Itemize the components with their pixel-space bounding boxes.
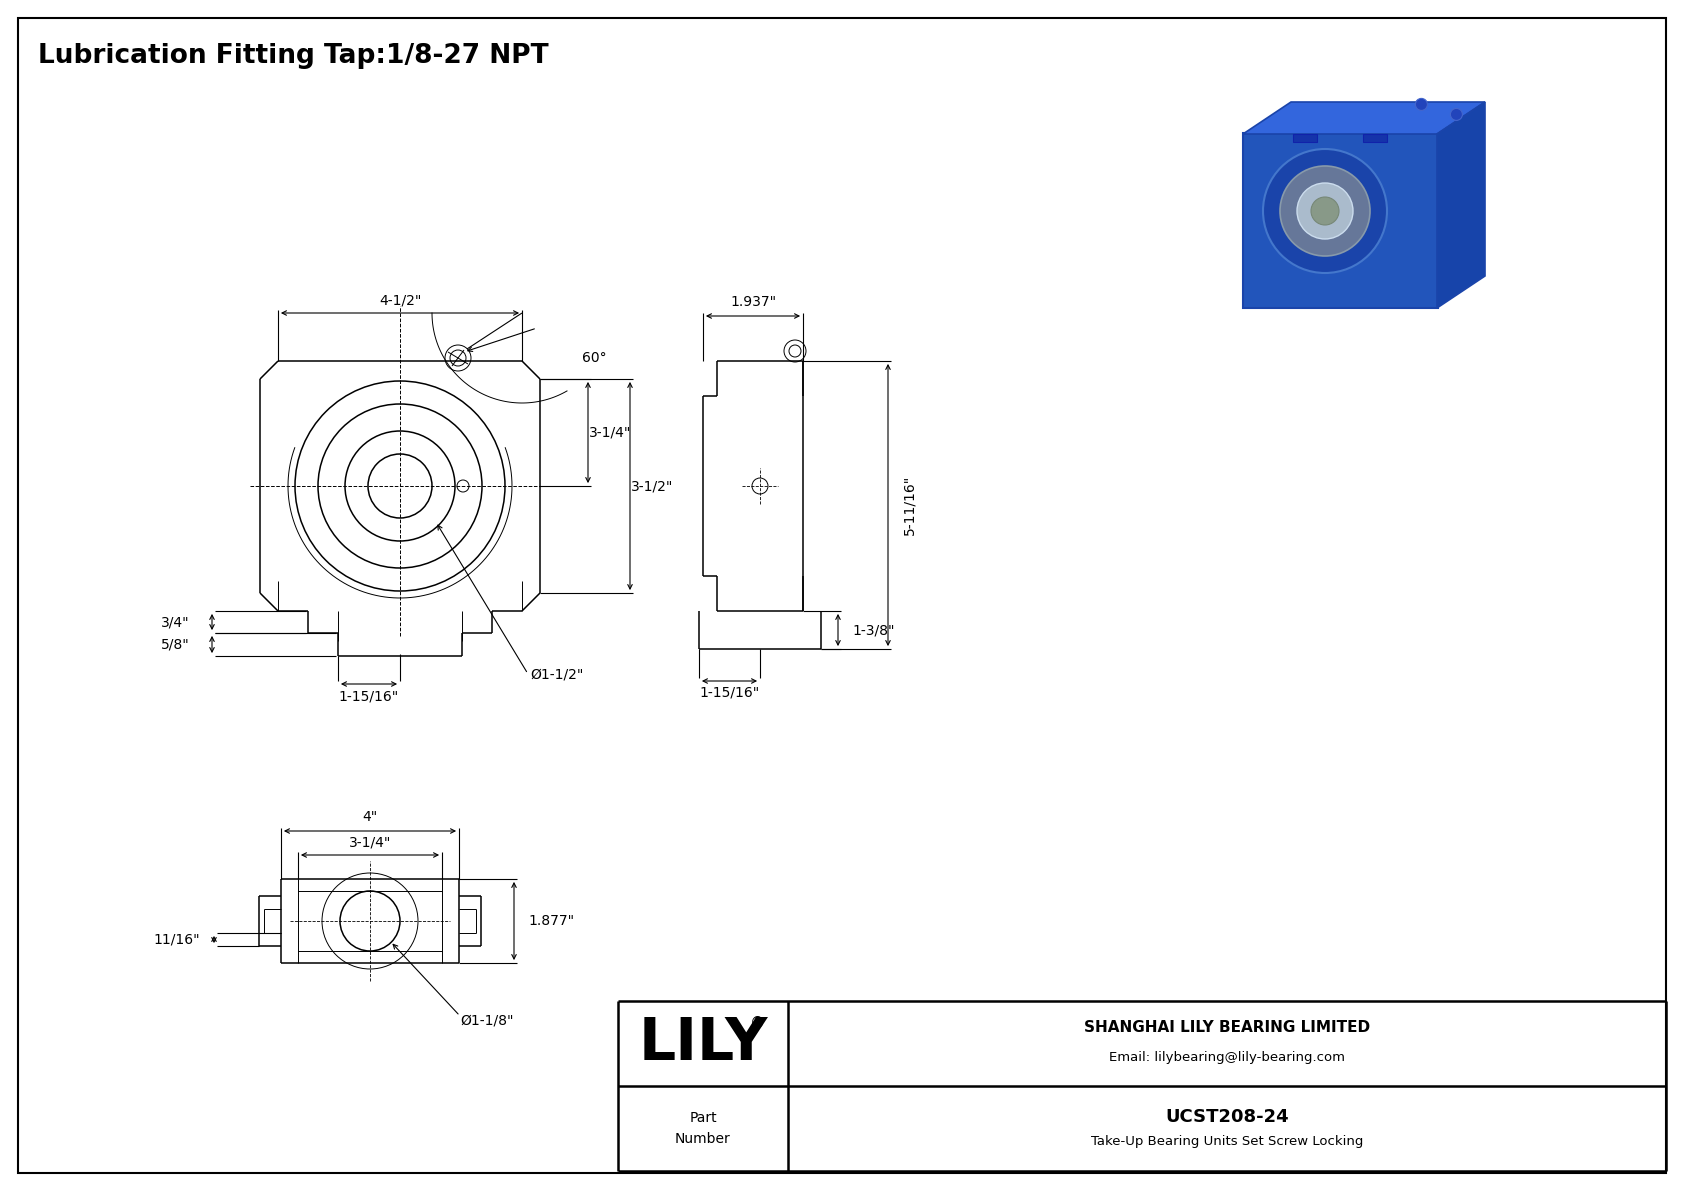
Circle shape bbox=[1312, 197, 1339, 225]
Text: 1-15/16": 1-15/16" bbox=[699, 686, 759, 700]
Text: 5-11/16": 5-11/16" bbox=[903, 475, 916, 535]
Text: Ø1-1/2": Ø1-1/2" bbox=[530, 667, 583, 681]
Bar bbox=[1362, 135, 1388, 142]
Text: 4-1/2": 4-1/2" bbox=[379, 293, 421, 307]
Text: Email: lilybearing@lily-bearing.com: Email: lilybearing@lily-bearing.com bbox=[1110, 1050, 1346, 1064]
Circle shape bbox=[1450, 108, 1462, 120]
Text: Lubrication Fitting Tap:1/8-27 NPT: Lubrication Fitting Tap:1/8-27 NPT bbox=[39, 43, 549, 69]
Text: UCST208-24: UCST208-24 bbox=[1165, 1108, 1288, 1125]
Text: Part
Number: Part Number bbox=[675, 1111, 731, 1146]
Text: 11/16": 11/16" bbox=[153, 933, 200, 947]
FancyBboxPatch shape bbox=[1243, 133, 1438, 308]
Text: 1.937": 1.937" bbox=[729, 295, 776, 308]
Text: 3/4": 3/4" bbox=[162, 615, 190, 629]
Text: Take-Up Bearing Units Set Screw Locking: Take-Up Bearing Units Set Screw Locking bbox=[1091, 1135, 1362, 1148]
Text: 4": 4" bbox=[362, 810, 377, 824]
Circle shape bbox=[1263, 149, 1388, 273]
Circle shape bbox=[1280, 166, 1371, 256]
Text: 3-1/2": 3-1/2" bbox=[632, 479, 674, 493]
Bar bbox=[1293, 135, 1317, 142]
Text: Ø1-1/8": Ø1-1/8" bbox=[460, 1014, 514, 1028]
Polygon shape bbox=[1243, 102, 1485, 135]
Text: 5/8": 5/8" bbox=[162, 637, 190, 651]
Text: 3-1/4": 3-1/4" bbox=[349, 836, 391, 850]
Text: SHANGHAI LILY BEARING LIMITED: SHANGHAI LILY BEARING LIMITED bbox=[1084, 1019, 1371, 1035]
Text: 1-3/8": 1-3/8" bbox=[852, 623, 894, 637]
Text: LILY: LILY bbox=[638, 1015, 768, 1072]
Text: 1.877": 1.877" bbox=[529, 913, 574, 928]
Text: 3-1/4": 3-1/4" bbox=[589, 425, 632, 439]
Circle shape bbox=[1415, 99, 1428, 111]
Text: 1-15/16": 1-15/16" bbox=[338, 690, 399, 703]
Text: 60°: 60° bbox=[583, 351, 606, 364]
Text: ®: ® bbox=[751, 1016, 766, 1031]
Circle shape bbox=[1297, 183, 1352, 239]
Polygon shape bbox=[1436, 102, 1485, 308]
